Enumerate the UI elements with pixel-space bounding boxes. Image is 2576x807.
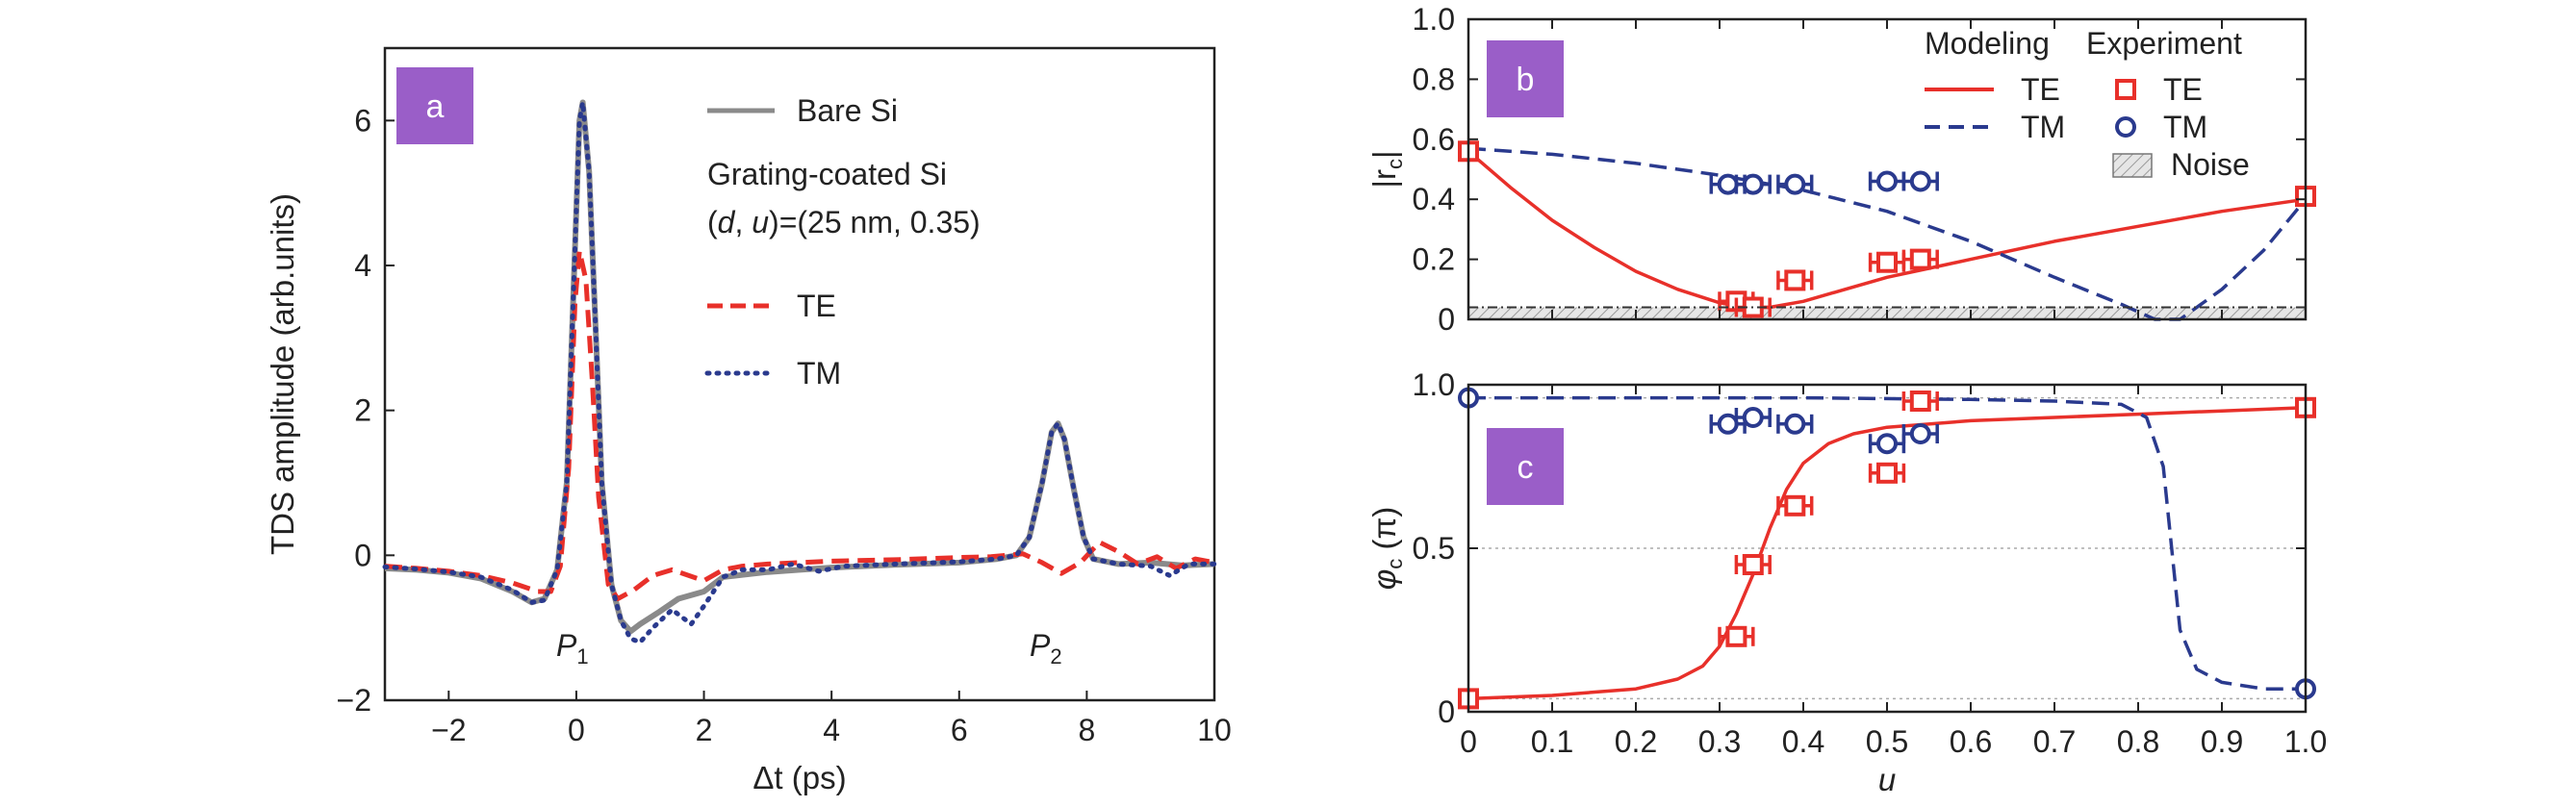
p2-annotation: P2 [1030, 628, 1062, 668]
te-exp-point [1909, 248, 1931, 270]
te-exp-point [1725, 625, 1747, 647]
series-line-tm [1467, 146, 2308, 321]
x-tick-label: 0.1 [1531, 724, 1573, 759]
legend-noise-swatch [2112, 153, 2153, 178]
te-exp-point [1876, 462, 1898, 484]
x-tick-label: 2 [696, 713, 713, 747]
legend-tm-model-label: TM [2021, 110, 2065, 144]
y-tick-label: 1.0 [1413, 367, 1455, 402]
legend-tm-exp-label: TM [2163, 110, 2207, 144]
y-tick-label: 0 [1438, 302, 1455, 337]
x-tick-label: 0.4 [1782, 724, 1824, 759]
p1-annotation: P1 [556, 628, 589, 668]
tm-exp-point [1784, 173, 1806, 195]
legend-te-exp-label: TE [2163, 72, 2203, 107]
x-tick-label: 6 [951, 713, 968, 747]
legend-tm-label: TM [797, 356, 841, 391]
y-tick-label: 1.0 [1413, 2, 1455, 37]
y-tick-label: 6 [354, 103, 371, 138]
series-line-te [1467, 406, 2307, 701]
y-tick-label: 0.2 [1413, 242, 1455, 277]
y-tick-label: −2 [337, 683, 371, 718]
legend-coated-line1: Grating-coated Si [707, 157, 947, 191]
legend-bare-label: Bare Si [797, 93, 898, 128]
x-tick-label: 0.2 [1615, 724, 1657, 759]
x-tick-label: −2 [431, 713, 466, 747]
y-tick-label: 0 [1438, 694, 1455, 729]
legend-header-experiment: Experiment [2086, 26, 2242, 61]
series-line-tm [382, 100, 1217, 645]
tm-exp-point [1876, 433, 1898, 455]
x-tick-label: 0.3 [1698, 724, 1741, 759]
y-tick-label: 0 [354, 538, 371, 572]
x-tick-label: 0.5 [1866, 724, 1908, 759]
legend-te-model-label: TE [2021, 72, 2060, 107]
y-tick-label: 0.5 [1413, 531, 1455, 566]
tm-exp-point [1909, 170, 1931, 192]
x-tick-label: 1.0 [2284, 724, 2327, 759]
y-tick-label: 2 [354, 393, 371, 428]
x-tick-label: 10 [1197, 713, 1232, 747]
x-tick-label: 4 [823, 713, 840, 747]
x-tick-label: 0.6 [1950, 724, 1992, 759]
tm-exp-point [1876, 170, 1898, 192]
panel-b-legend: Modeling Experiment TE TM TE TM Noise [1925, 26, 2250, 182]
panel-c-ylabel: φc (π) [1366, 507, 1407, 590]
tm-exp-point [1909, 423, 1931, 444]
series-line-te [1467, 149, 2307, 310]
panel-a-frame [383, 46, 1216, 702]
panel-a-ylabel: TDS amplitude (arb.units) [265, 193, 300, 555]
y-tick-label: 0.6 [1413, 122, 1455, 157]
legend-te-label: TE [797, 289, 836, 323]
tm-exp-point [1742, 407, 1764, 428]
panel-a-legend: Bare Si Grating-coated Si (d, u)=(25 nm,… [704, 93, 981, 391]
x-tick-label: 8 [1078, 713, 1095, 747]
panel-c-badge [1487, 428, 1564, 505]
y-tick-label: 0.8 [1413, 62, 1455, 96]
panel-c-xlabel: u [1878, 762, 1896, 797]
panel-b-ylabel: |rc| [1366, 150, 1407, 188]
x-tick-label: 0.7 [2033, 724, 2076, 759]
te-exp-point [1784, 269, 1806, 291]
legend-noise-label: Noise [2171, 147, 2250, 182]
te-exp-point [1784, 494, 1806, 517]
panel-a-badge-label: a [426, 88, 445, 125]
x-tick-label: 0.9 [2201, 724, 2243, 759]
x-tick-label: 0 [568, 713, 585, 747]
panel-b-badge [1487, 40, 1564, 117]
y-tick-label: 0.4 [1413, 182, 1455, 216]
panel-a-badge [396, 67, 473, 144]
panel-a-xlabel: Δt (ps) [752, 760, 846, 795]
panel-b: 0 0.2 0.4 0.6 0.8 1.0 b Modeling Experiment T… [1366, 2, 2316, 337]
legend-coated-line2: (d, u)=(25 nm, 0.35) [707, 205, 981, 240]
tm-exp-point [1717, 413, 1739, 435]
tm-exp-point [1742, 173, 1764, 195]
panel-a: −2 0 2 4 6 8 10 −2 0 2 4 6 a Bare Si Grating-coated… [265, 46, 1232, 795]
series-line-te [384, 248, 1215, 601]
panel-c: 0 0.1 0.2 0.3 0.4 0.5 0.6 0.7 0.8 0.9 1.0 0 0.5 1.0 c… [1366, 367, 2327, 797]
panel-c-badge-label: c [1518, 449, 1534, 486]
te-exp-point [1876, 251, 1898, 273]
legend-te-exp-marker [2115, 79, 2136, 100]
series-line-tm [1468, 395, 2306, 691]
te-exp-point [1909, 391, 1931, 412]
legend-tm-exp-marker [2115, 116, 2136, 138]
x-tick-label: 0.8 [2117, 724, 2159, 759]
x-tick-label: 0 [1460, 724, 1477, 759]
tm-exp-point [1784, 413, 1806, 435]
legend-header-modeling: Modeling [1925, 26, 2050, 61]
y-tick-label: 4 [354, 248, 371, 283]
tm-exp-point [1717, 173, 1739, 195]
panel-b-badge-label: b [1517, 62, 1535, 98]
te-exp-point [1742, 554, 1764, 575]
